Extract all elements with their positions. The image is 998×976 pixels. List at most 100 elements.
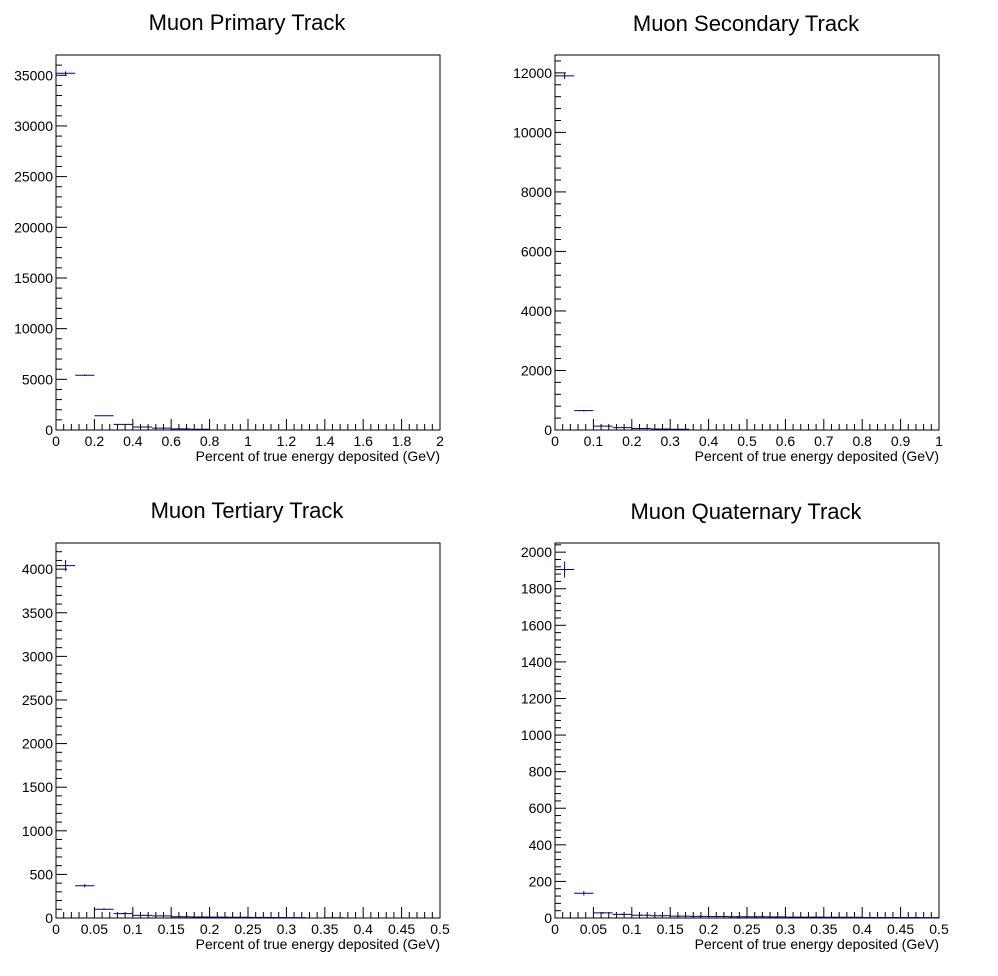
x-tick-label: 0 (551, 433, 559, 449)
x-tick-label: 0.4 (353, 921, 373, 937)
y-tick-label: 800 (529, 764, 553, 780)
x-tick-label: 0.7 (814, 433, 834, 449)
chart-title: Muon Tertiary Track (151, 498, 345, 523)
x-tick-label: 0.6 (776, 433, 796, 449)
y-tick-label: 4000 (521, 303, 552, 319)
x-tick-label: 1 (244, 433, 252, 449)
histogram-bin (574, 409, 594, 412)
y-tick-label: 500 (30, 866, 54, 882)
histogram-bin (843, 916, 863, 918)
histogram-bin (900, 916, 920, 918)
histogram-bin (75, 884, 95, 888)
x-axis-label: Percent of true energy deposited (GeV) (695, 448, 939, 464)
histogram-bin (593, 425, 613, 427)
histogram-bin (113, 913, 133, 915)
x-tick-label: 2 (436, 433, 444, 449)
x-tick-label: 1 (935, 433, 943, 449)
chart-title: Muon Quaternary Track (630, 499, 862, 524)
y-tick-label: 2000 (22, 736, 53, 752)
x-tick-label: 1.4 (315, 433, 335, 449)
y-tick-label: 2500 (22, 692, 53, 708)
x-tick-label: 0.5 (737, 433, 757, 449)
x-tick-label: 0.1 (584, 433, 604, 449)
histogram-bin (670, 915, 690, 917)
x-tick-label: 0.2 (622, 433, 642, 449)
y-tick-label: 20000 (14, 219, 53, 235)
x-tick-label: 0.6 (161, 433, 181, 449)
x-tick-label: 0.9 (891, 433, 911, 449)
y-tick-label: 0 (544, 422, 552, 438)
histogram-bin (152, 915, 172, 917)
histogram-bin (727, 916, 747, 918)
x-tick-label: 0.2 (699, 921, 719, 937)
y-tick-label: 1000 (521, 727, 552, 743)
panel-tertiary: Muon Tertiary Track 0 0.05 0.1 0.15 0.2 0.25 0.… (22, 498, 450, 952)
histogram-bin (209, 916, 229, 918)
y-tick-label: 10000 (14, 321, 53, 337)
x-tick-label: 0.1 (622, 921, 642, 937)
histogram-bin (190, 916, 210, 918)
y-tick-label: 2000 (521, 544, 552, 560)
histogram-bin (612, 427, 632, 429)
histogram-bin (612, 913, 632, 916)
y-tick-label: 3000 (22, 648, 53, 664)
histogram-bin (56, 560, 76, 572)
histogram-bin (113, 423, 133, 425)
panel-quaternary: Muon Quaternary Track 0 0.05 0.1 0.15 0.2 0.25… (521, 499, 949, 952)
x-tick-label: 0.3 (776, 921, 796, 937)
y-tick-label: 6000 (521, 243, 552, 259)
y-tick-label: 2000 (521, 362, 552, 378)
y-tick-label: 1400 (521, 654, 552, 670)
y-tick-label: 25000 (14, 169, 53, 185)
x-tick-label: 1.6 (353, 433, 373, 449)
y-tick-label: 0 (45, 422, 53, 438)
y-tick-label: 1000 (22, 823, 53, 839)
histogram-bin (651, 915, 671, 917)
x-tick-label: 0 (551, 921, 559, 937)
plot-frame (554, 54, 940, 431)
histogram-bin (766, 916, 786, 918)
plot-frame (55, 542, 441, 919)
y-tick-label: 1200 (521, 690, 552, 706)
histogram-bin (593, 911, 613, 914)
x-tick-label: 0.3 (660, 433, 680, 449)
histogram-bin (804, 916, 824, 918)
histogram-bin (94, 415, 114, 417)
x-tick-label: 0.05 (580, 921, 607, 937)
plot-frame (55, 54, 441, 431)
x-tick-label: 0.2 (200, 921, 220, 937)
chart-title: Muon Secondary Track (633, 11, 860, 36)
x-tick-label: 0.8 (852, 433, 872, 449)
chart-title: Muon Primary Track (149, 10, 347, 35)
plot-frame (554, 542, 940, 919)
y-tick-label: 0 (544, 910, 552, 926)
x-tick-label: 1.8 (392, 433, 412, 449)
x-tick-label: 0.4 (852, 921, 872, 937)
y-tick-label: 200 (529, 873, 553, 889)
histogram-bin (248, 916, 268, 918)
histogram-bin (823, 916, 843, 918)
x-axis-label: Percent of true energy deposited (GeV) (196, 936, 440, 952)
x-tick-label: 0.35 (311, 921, 338, 937)
y-tick-label: 1500 (22, 779, 53, 795)
histogram-bin (881, 916, 901, 918)
x-tick-label: 0.8 (200, 433, 220, 449)
histogram-bin (75, 374, 95, 377)
histogram-bin (689, 915, 709, 917)
x-tick-label: 0.15 (657, 921, 684, 937)
y-tick-label: 15000 (14, 270, 53, 286)
histogram-bin (555, 72, 575, 80)
histogram-bin (862, 916, 882, 918)
x-tick-label: 0.25 (733, 921, 760, 937)
histogram-bin (785, 916, 805, 918)
y-tick-label: 3500 (22, 605, 53, 621)
x-tick-label: 0.35 (810, 921, 837, 937)
histogram-bin (631, 914, 651, 916)
x-tick-label: 0 (52, 921, 60, 937)
panel-primary: Muon Primary Track 0 0.2 0.4 0.6 0.8 1 1.2 1.4 1.… (14, 10, 444, 464)
histogram-bin (132, 914, 152, 916)
y-tick-label: 600 (529, 800, 553, 816)
y-tick-label: 35000 (14, 67, 53, 83)
x-axis-label: Percent of true energy deposited (GeV) (695, 936, 939, 952)
